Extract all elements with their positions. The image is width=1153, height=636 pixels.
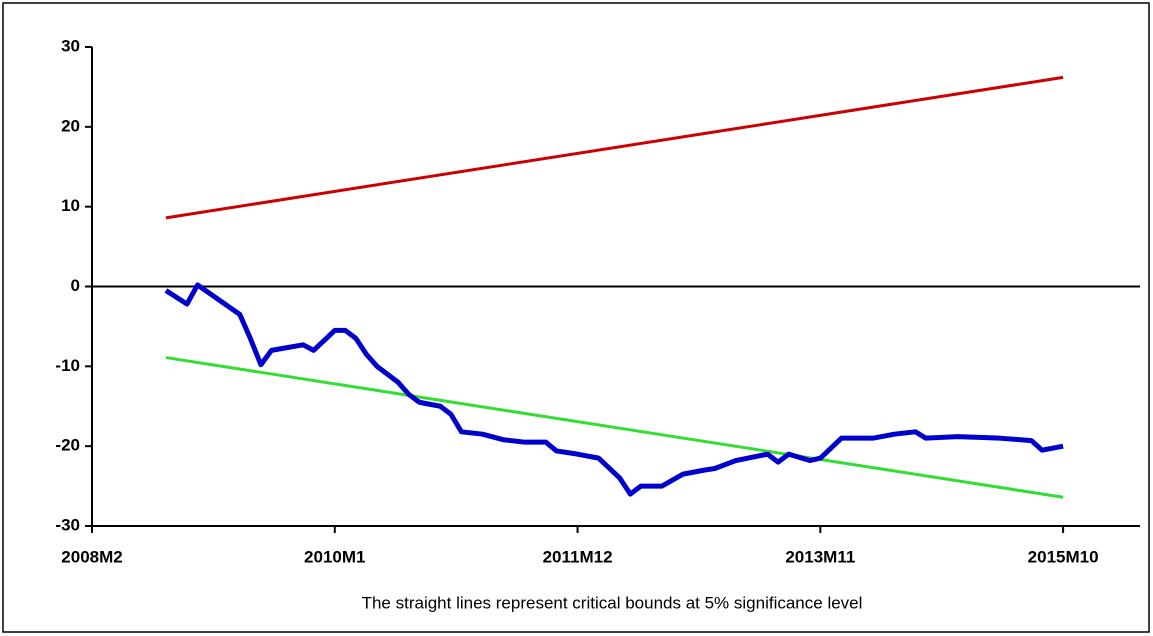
x-tick-label: 2013M11	[785, 547, 855, 566]
x-tick-label: 2015M10	[1028, 547, 1099, 566]
caption: The straight lines represent critical bo…	[362, 593, 863, 612]
series-line	[164, 282, 1064, 497]
y-tick-label: 10	[61, 196, 80, 215]
x-tick-label: 2008M2	[61, 547, 122, 566]
y-tick-label: -30	[55, 515, 80, 534]
y-tick-label: 20	[61, 116, 80, 135]
y-tick-label: -10	[55, 356, 80, 375]
y-tick-label: -20	[55, 436, 80, 455]
x-tick-label: 2010M1	[304, 547, 365, 566]
y-tick-label: 30	[61, 36, 80, 55]
y-tick-label: 0	[71, 276, 80, 295]
series-line	[165, 75, 1064, 220]
x-tick-label: 2011M12	[543, 547, 613, 566]
series-line	[165, 356, 1064, 499]
